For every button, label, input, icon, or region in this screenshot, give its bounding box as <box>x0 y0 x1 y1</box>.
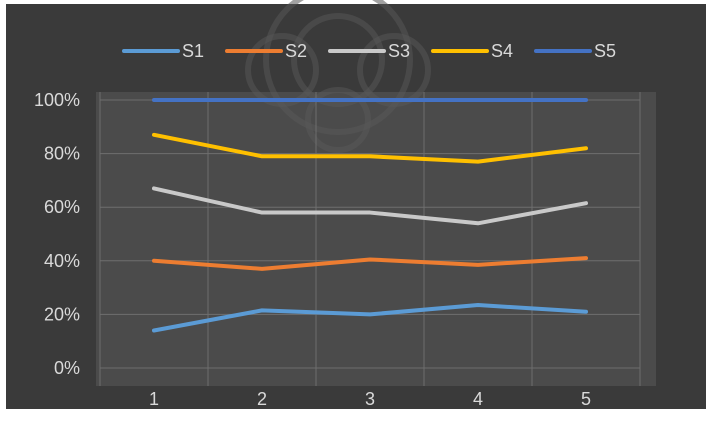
y-tick-label: 80% <box>44 144 80 164</box>
legend-label-s5: S5 <box>594 41 616 61</box>
series-line-s1 <box>152 303 588 333</box>
y-axis-tick-labels: 0% 20% 40% 60% 80% 100% <box>34 90 80 378</box>
y-tick-label: 100% <box>34 90 80 110</box>
y-tick-label: 40% <box>44 251 80 271</box>
x-tick-label: 5 <box>581 389 591 409</box>
x-axis-tick-labels: 1 2 3 4 5 <box>149 389 591 409</box>
series-line-s4 <box>152 132 588 164</box>
x-tick-label: 2 <box>257 389 267 409</box>
legend-label-s3: S3 <box>388 41 410 61</box>
legend-label-s4: S4 <box>491 41 513 61</box>
plot-background <box>96 92 656 386</box>
y-tick-label: 20% <box>44 304 80 324</box>
series-line-s3 <box>152 186 588 226</box>
legend: S1 S2 S3 S4 S5 <box>122 41 616 61</box>
x-tick-label: 3 <box>365 389 375 409</box>
legend-label-s1: S1 <box>182 41 204 61</box>
series-lines <box>152 98 588 333</box>
y-tick-label: 60% <box>44 197 80 217</box>
x-tick-label: 1 <box>149 389 159 409</box>
series-line-s2 <box>152 256 588 271</box>
x-tick-label: 4 <box>473 389 483 409</box>
y-tick-label: 0% <box>54 358 80 378</box>
plot-panel <box>96 92 656 386</box>
legend-label-s2: S2 <box>285 41 307 61</box>
